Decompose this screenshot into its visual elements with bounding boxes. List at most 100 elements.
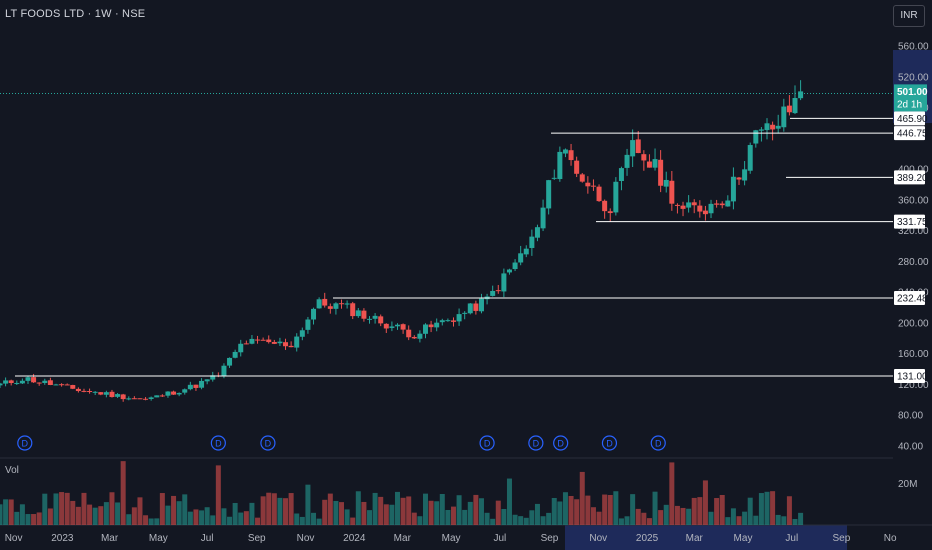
dividend-marker[interactable]: D [553,435,569,451]
level-label: 232.48 [897,293,928,304]
candle [294,333,300,352]
candle [327,303,333,314]
candle-body [747,145,753,171]
volume-bar [618,518,624,525]
candle-body [19,380,25,384]
candle-body [624,154,630,168]
candle [400,323,406,334]
candle-body [344,303,350,305]
candle-body [81,390,87,392]
volume-bar [719,494,725,525]
volume-bar [641,512,647,525]
candle-body [411,337,417,339]
candle [422,323,428,339]
candle-body [462,312,468,314]
candle-body [361,310,367,319]
candle [742,161,748,186]
dividend-marker[interactable]: D [650,435,666,451]
dividend-marker[interactable]: D [528,435,544,451]
candle-body [518,253,524,263]
volume-bar [775,514,781,525]
candle [613,177,619,216]
candle [210,371,216,382]
price-axis-tick: 200.00 [898,318,929,329]
volume-bar [579,471,585,525]
dividend-marker[interactable]: D [601,435,618,451]
candle [316,297,322,309]
candle-body [590,185,596,187]
candle-body [109,391,115,398]
candle [204,379,210,385]
candle-body [305,319,311,330]
volume-bar [215,465,221,525]
volume-bar [736,516,742,525]
time-axis-label: Nov [297,533,315,544]
candle [630,129,636,168]
candle-body [770,124,776,130]
volume-bar [322,499,328,525]
candle [686,195,692,213]
candle-body [131,398,137,400]
volume-bar [389,504,395,525]
candle [120,393,126,402]
candle [70,384,76,390]
candle [618,166,624,191]
candle-body [551,177,557,179]
candle-body [445,320,451,322]
dividend-marker[interactable]: D [260,435,276,451]
volume-bar [103,502,109,525]
volume-bar [87,504,93,525]
level-label: 446.75 [897,129,928,140]
volume-bar [400,497,406,525]
candle-body [540,207,546,229]
volume-bar [562,492,568,525]
candle-body [8,380,14,384]
dividend-marker[interactable]: D [17,435,33,451]
volume-bar [725,517,731,525]
candle-body [59,384,65,386]
candle-body [417,333,423,339]
dividend-letter: D [655,439,662,449]
candle [8,379,14,386]
candle [495,284,501,294]
time-axis-label: Jul [201,533,214,544]
volume-bar [730,508,736,525]
dividend-marker[interactable]: D [210,435,226,451]
candle-body [137,398,143,400]
volume-bar [585,495,591,525]
volume-bar [456,495,462,525]
time-axis-label: Mar [101,533,119,544]
dividend-letter: D [215,439,222,449]
volume-bar [512,514,518,525]
candle [378,314,384,327]
candle [473,300,479,315]
candle-body [775,125,781,129]
volume-bar [25,514,31,525]
candle [266,335,272,344]
candle-body [512,262,518,270]
candle [255,335,261,344]
dividend-icon [601,435,618,451]
candle-body [383,323,389,329]
dividend-marker[interactable]: D [479,435,495,451]
candle [372,313,378,324]
volume-bar [299,516,305,525]
price-axis-tick: 560.00 [898,42,929,53]
candle-body [708,203,714,214]
volume-bar [137,497,143,525]
candle-body [534,227,540,238]
candle [339,299,345,309]
time-axis[interactable]: Nov 2023 Mar May Jul Sep Nov 2024 Mar May Jul Sep No… [5,533,897,544]
candle-body [585,182,591,187]
time-axis-label: Nov [5,533,23,544]
candle [770,121,776,141]
candle [154,395,160,398]
volume-bar [450,506,456,525]
candle-body [294,336,300,348]
currency-button[interactable]: INR [893,5,925,27]
volume-bar [540,516,546,525]
candle-body [47,380,53,386]
candle [143,397,149,401]
